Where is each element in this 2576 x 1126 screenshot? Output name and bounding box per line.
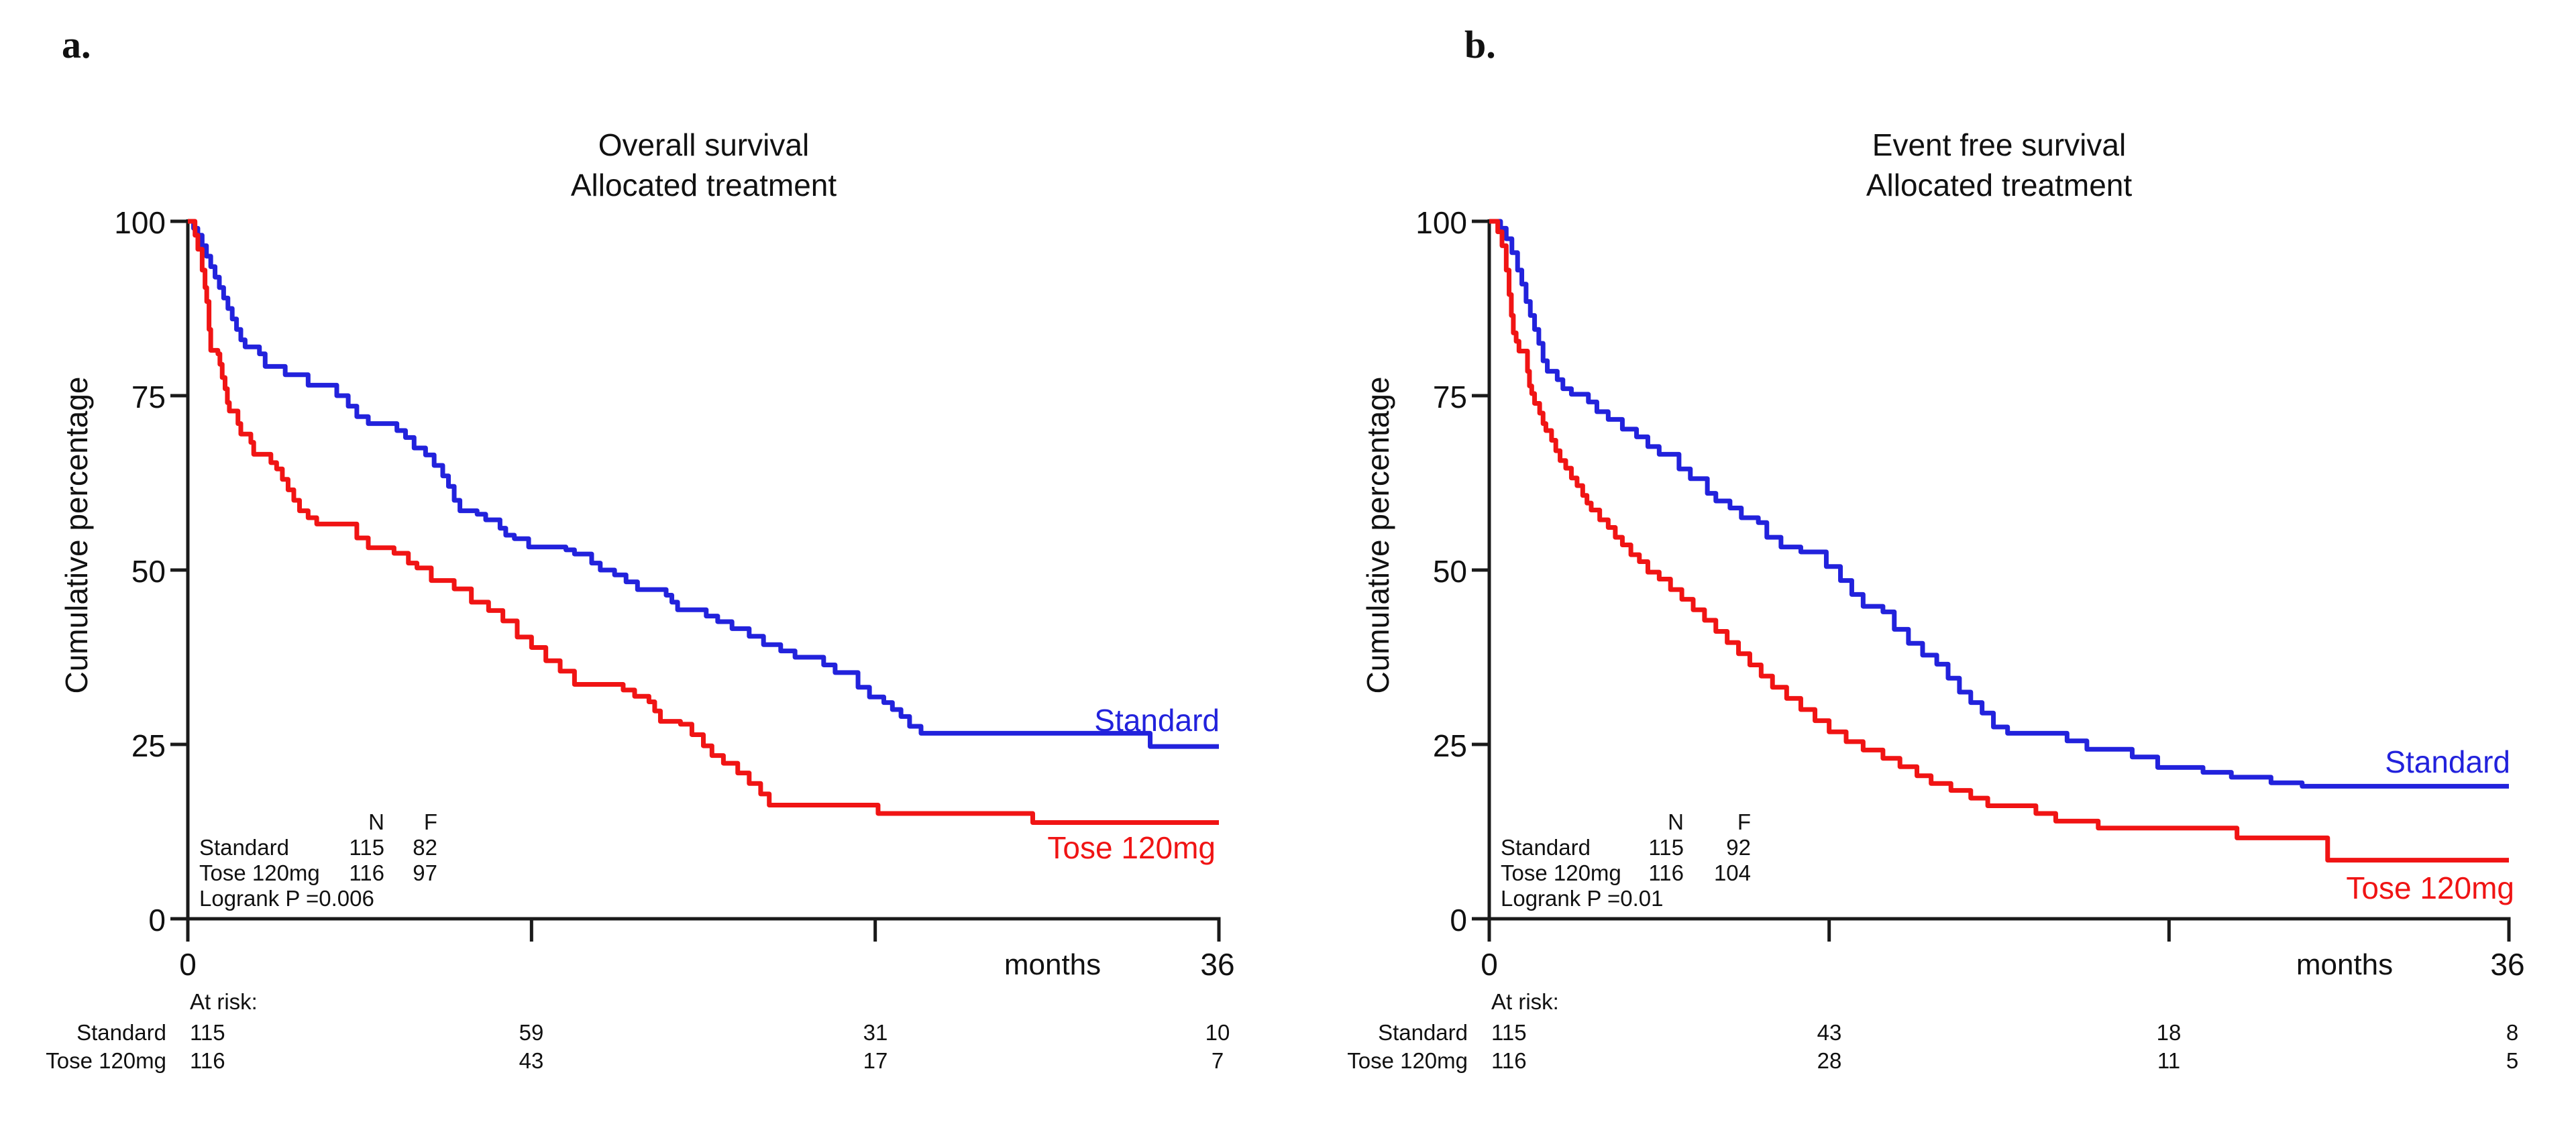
panel-a-at-risk-row-tose-name: Tose 120mg [46, 1048, 166, 1073]
panel-a-curve-label-standard: Standard [1094, 703, 1220, 738]
panel-b-stats-col-n: N [1668, 809, 1684, 834]
panel-a-ytick-0: 0 [148, 903, 166, 938]
panel-a-stats-row-tose-f: 97 [413, 860, 437, 885]
panel-a-stats-row-standard-f: 82 [413, 835, 437, 860]
panel-a-ytick-100: 100 [114, 205, 166, 240]
panel-b-at-risk-row-standard-name: Standard [1378, 1020, 1468, 1045]
panel-b-ytick-0: 0 [1450, 903, 1467, 938]
panel-b-at-risk-standard-m0: 115 [1491, 1020, 1527, 1045]
panel-b-x-axis-label: months [2296, 948, 2394, 981]
panel-a-at-risk-tose-m0: 116 [190, 1048, 225, 1073]
panel-a-ytick-25: 25 [131, 728, 166, 763]
panel-a-ytick-75: 75 [131, 380, 166, 414]
panel-b-at-risk-standard-m12: 43 [1817, 1020, 1842, 1045]
panel-a-at-risk-tose-m12: 43 [519, 1048, 544, 1073]
panel-a-title-line1: Overall survival [598, 127, 810, 162]
panel-b-curve-label-standard: Standard [2385, 744, 2510, 779]
panel-b-at-risk-label: At risk: [1491, 989, 1559, 1014]
panel-a-at-risk-label: At risk: [190, 989, 258, 1014]
panel-a-xtick-36: 36 [1200, 947, 1235, 982]
panel-a-stats-row-standard-n: 115 [349, 835, 384, 860]
panel-b-xtick-36: 36 [2490, 947, 2525, 982]
panel-a-at-risk-tose-m36: 7 [1211, 1048, 1224, 1073]
panel-b-stats-row-standard-n: 115 [1648, 835, 1684, 860]
panel-a-stats-row-tose-name: Tose 120mg [199, 860, 320, 885]
panel-a-x-axis-label: months [1004, 948, 1102, 981]
panel-a-title-line2: Allocated treatment [570, 168, 837, 203]
panel-b-letter: b. [1464, 23, 1496, 66]
panel-a-logrank: Logrank P =0.006 [199, 886, 374, 911]
panel-b-stats-row-tose-n: 116 [1648, 860, 1684, 885]
panel-b-title-line1: Event free survival [1872, 127, 2127, 162]
panel-b-logrank: Logrank P =0.01 [1501, 886, 1664, 911]
panel-b-at-risk-standard-m24: 18 [2156, 1020, 2182, 1045]
panel-b-stats-col-f: F [1737, 809, 1751, 834]
panel-b-at-risk-standard-m36: 8 [2506, 1020, 2519, 1045]
panel-a-curve-standard [188, 219, 1219, 749]
panel-b-at-risk-tose-m36: 5 [2506, 1048, 2519, 1073]
panel-b-at-risk-tose-m24: 11 [2157, 1048, 2181, 1073]
panel-b-title-line2: Allocated treatment [1866, 168, 2133, 203]
panel-a-curve-label-tose: Tose 120mg [1047, 830, 1216, 865]
panel-b-at-risk-tose-m12: 28 [1817, 1048, 1842, 1073]
panel-b-ytick-25: 25 [1432, 728, 1467, 763]
panel-b-curve-tose-120mg [1489, 219, 2509, 863]
panel-a-stats-col-n: N [368, 809, 384, 834]
panel-b-at-risk-tose-m0: 116 [1491, 1048, 1527, 1073]
panel-a-stats-row-tose-n: 116 [349, 860, 384, 885]
panel-a-curve-tose-120mg [188, 219, 1219, 825]
panel-a-stats-row-standard-name: Standard [199, 835, 289, 860]
panel-a-at-risk-tose-m24: 17 [863, 1048, 888, 1073]
panel-b-ytick-100: 100 [1415, 205, 1467, 240]
panel-b-ytick-75: 75 [1432, 380, 1467, 414]
panel-a-letter: a. [62, 23, 91, 66]
panel-b-at-risk-row-tose-name: Tose 120mg [1347, 1048, 1468, 1073]
panel-a-at-risk-standard-m36: 10 [1205, 1020, 1230, 1045]
panel-a-at-risk-standard-m12: 59 [519, 1020, 544, 1045]
panel-b-stats-row-tose-name: Tose 120mg [1501, 860, 1621, 885]
panel-a-xtick-0: 0 [179, 947, 197, 982]
panel-b-stats-row-standard-name: Standard [1501, 835, 1591, 860]
panel-b-stats-row-standard-f: 92 [1726, 835, 1751, 860]
panel-b-ytick-50: 50 [1432, 554, 1467, 589]
panel-b-xtick-0: 0 [1481, 947, 1498, 982]
panel-a-at-risk-row-standard-name: Standard [76, 1020, 166, 1045]
panel-b-stats-row-tose-f: 104 [1713, 860, 1751, 885]
panel-a-stats-col-f: F [423, 809, 437, 834]
panel-a-at-risk-standard-m0: 115 [190, 1020, 225, 1045]
panel-b-curve-standard [1489, 219, 2509, 789]
panel-b-curve-label-tose: Tose 120mg [2346, 870, 2514, 905]
panel-a-ytick-50: 50 [131, 554, 166, 589]
panel-a-at-risk-standard-m24: 31 [863, 1020, 888, 1045]
